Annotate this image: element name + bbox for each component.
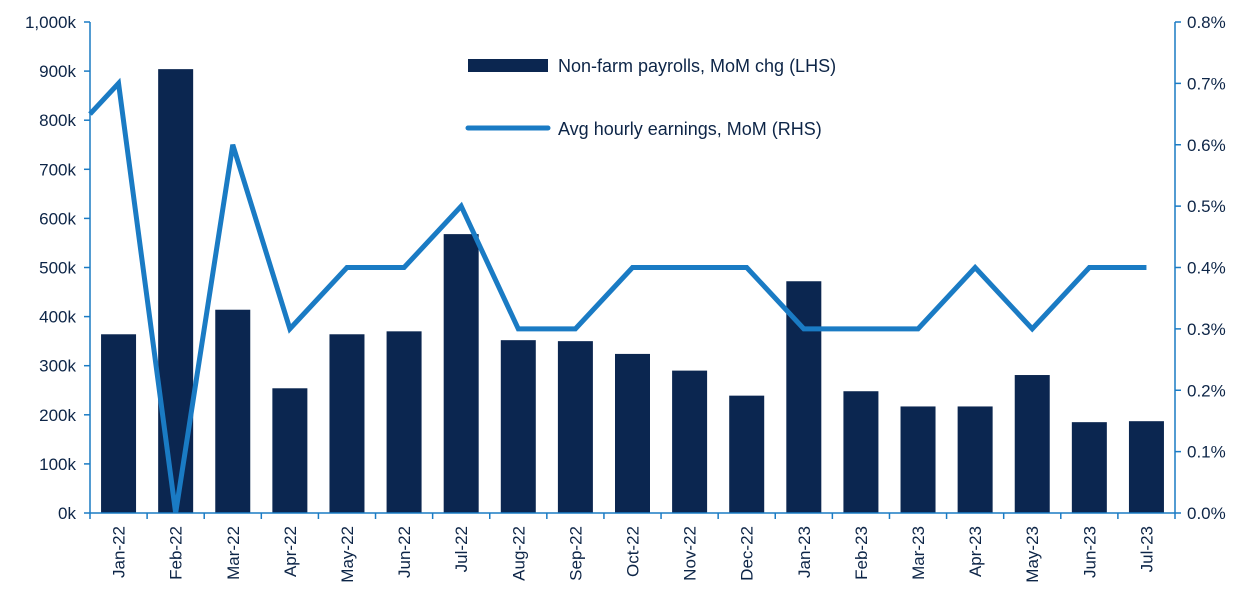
- bar-Jul-22: [443, 234, 479, 513]
- left-tick-label: 400k: [39, 308, 76, 327]
- left-tick-label: 500k: [39, 259, 76, 278]
- bar-Jul-23: [1128, 421, 1164, 513]
- bar-Apr-23: [957, 406, 993, 513]
- bar-Dec-22: [729, 395, 765, 513]
- left-tick-label: 300k: [39, 357, 76, 376]
- legend-label-earnings: Avg hourly earnings, MoM (RHS): [558, 119, 822, 139]
- x-tick-label: Dec-22: [738, 526, 757, 581]
- bar-Jan-22: [101, 334, 137, 513]
- x-tick-label: Feb-22: [167, 526, 186, 580]
- bar-Mar-23: [900, 406, 936, 513]
- x-tick-label: Sep-22: [566, 526, 585, 581]
- earnings-line: [88, 77, 1147, 514]
- bar-series: [101, 69, 1164, 514]
- right-tick-label: 0.3%: [1187, 320, 1226, 339]
- bar-Jun-22: [386, 331, 422, 513]
- right-tick-label: 0.8%: [1187, 13, 1226, 32]
- left-tick-label: 0k: [58, 504, 76, 523]
- bar-Feb-23: [843, 391, 879, 513]
- left-tick-label: 100k: [39, 455, 76, 474]
- right-tick-label: 0.6%: [1187, 136, 1226, 155]
- x-axis-ticks: Jan-22 Feb-22 Mar-22 Apr-22 May-22 Jun-22 Jul-…: [89, 513, 1176, 583]
- x-tick-label: Jun-22: [395, 526, 414, 578]
- bar-May-22: [329, 334, 365, 513]
- left-tick-label: 700k: [39, 160, 76, 179]
- x-tick-label: Nov-22: [681, 526, 700, 581]
- right-tick-label: 0.2%: [1187, 381, 1226, 400]
- x-tick-label: Oct-22: [624, 526, 643, 577]
- bar-Nov-22: [672, 370, 708, 513]
- x-tick-label: Jan-22: [110, 526, 129, 578]
- right-tick-label: 0.7%: [1187, 74, 1226, 93]
- left-tick-label: 800k: [39, 111, 76, 130]
- x-tick-label: Jan-23: [795, 526, 814, 578]
- left-tick-label: 1,000k: [25, 13, 77, 32]
- right-axis-ticks: 0.0% 0.1% 0.2% 0.3% 0.4% 0.5% 0.6% 0.7% 0.8%: [1175, 13, 1226, 523]
- bar-Aug-22: [500, 340, 536, 513]
- x-tick-label: Jul-22: [452, 526, 471, 572]
- left-tick-label: 900k: [39, 62, 76, 81]
- bar-Oct-22: [615, 353, 650, 513]
- x-tick-label: Aug-22: [509, 526, 528, 581]
- legend-label-payrolls: Non-farm payrolls, MoM chg (LHS): [558, 56, 836, 76]
- x-tick-label: Mar-22: [224, 526, 243, 580]
- bar-Sep-22: [557, 341, 593, 513]
- x-tick-label: Jul-23: [1137, 526, 1156, 572]
- legend-bar-swatch: [468, 59, 548, 72]
- bar-Mar-22: [215, 309, 251, 513]
- right-tick-label: 0.1%: [1187, 443, 1226, 462]
- x-tick-label: Jun-23: [1080, 526, 1099, 578]
- x-tick-label: Apr-23: [966, 526, 985, 577]
- right-tick-label: 0.0%: [1187, 504, 1226, 523]
- bar-May-23: [1014, 375, 1050, 513]
- bar-Jun-23: [1071, 422, 1107, 513]
- right-tick-label: 0.4%: [1187, 259, 1226, 278]
- x-tick-label: Mar-23: [909, 526, 928, 580]
- left-tick-label: 600k: [39, 209, 76, 228]
- right-tick-label: 0.5%: [1187, 197, 1226, 216]
- left-tick-label: 200k: [39, 406, 76, 425]
- x-tick-label: Apr-22: [281, 526, 300, 577]
- bar-Apr-22: [272, 388, 308, 513]
- x-tick-label: May-22: [338, 526, 357, 583]
- x-tick-label: Feb-23: [852, 526, 871, 580]
- legend: Non-farm payrolls, MoM chg (LHS) Avg hou…: [465, 56, 836, 139]
- left-axis-ticks: 0k 100k 200k 300k 400k 500k 600k 700k 800k 900k 1,…: [25, 13, 90, 523]
- x-tick-label: May-23: [1023, 526, 1042, 583]
